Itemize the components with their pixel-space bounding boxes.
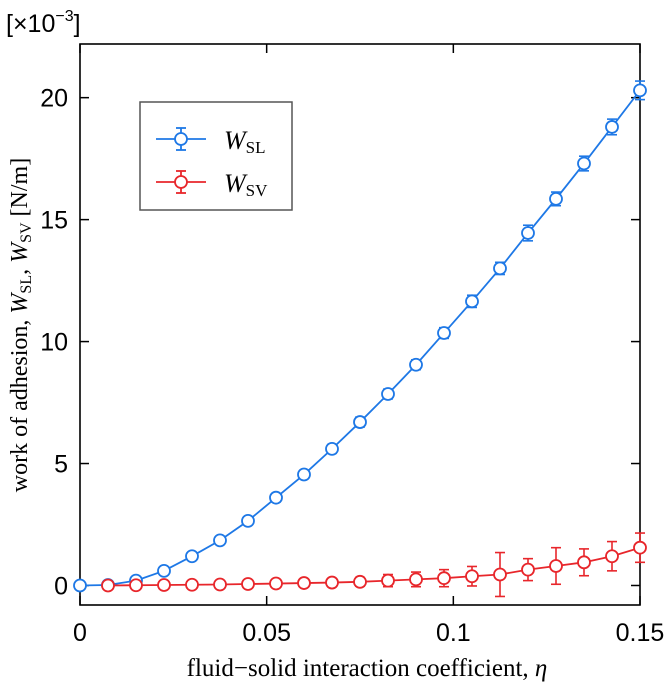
series-sv-point <box>241 577 255 591</box>
x-tick-label: 0 <box>73 619 87 647</box>
legend-sv-marker <box>174 175 188 189</box>
series-sl-point <box>577 156 591 171</box>
series-sl-point <box>465 294 479 309</box>
series-sl-point <box>157 563 171 578</box>
series-sv-point <box>633 540 647 555</box>
series-sv-point <box>437 571 451 586</box>
series-sv-point <box>577 555 591 570</box>
series-sv-point <box>297 576 311 590</box>
legend-entry-sv: WSV <box>156 169 268 200</box>
series-sv-point <box>185 577 199 592</box>
x-tick-label: 0.15 <box>616 619 664 647</box>
legend-box <box>139 101 293 211</box>
y-tick-label: 15 <box>40 207 68 235</box>
series-sl-point <box>241 513 255 528</box>
x-tick-label: 0.05 <box>242 619 291 647</box>
legend-entry-sl: WSL <box>156 126 266 157</box>
series-sv-point <box>549 559 563 573</box>
series-sl-point <box>493 261 507 276</box>
plot-frame <box>79 43 641 606</box>
series-sl-point <box>381 387 395 401</box>
series-sl-point <box>185 549 199 564</box>
series-sv-point <box>157 578 171 592</box>
y-tick-label: 5 <box>54 451 68 479</box>
series-sl-point <box>437 326 451 340</box>
y-axis-label: work of adhesion, WSL, WSV [N/m] <box>7 158 35 492</box>
legend-sl-marker <box>174 132 188 146</box>
series-sl-point <box>269 490 283 505</box>
series-sl-point <box>353 415 367 429</box>
series-sv-point <box>353 574 367 589</box>
series-sv-point <box>465 569 479 584</box>
legend-sv-label: WSV <box>224 169 268 200</box>
series-sv-point <box>325 575 339 590</box>
series-sl-point <box>521 226 535 240</box>
series-sl-point <box>73 578 87 593</box>
x-axis-label: fluid−solid interaction coefficient, η <box>187 655 548 682</box>
series-sv-point <box>493 567 507 582</box>
y-tick-label: 10 <box>40 329 68 357</box>
series-sv-point <box>409 572 423 587</box>
series-sv-point <box>381 573 395 588</box>
series-sl-point <box>325 441 339 456</box>
series-sl-point <box>605 120 619 134</box>
series-sv-point <box>101 578 115 593</box>
series-sv <box>101 532 647 598</box>
series-sl-point <box>409 357 423 372</box>
series-sl <box>73 80 647 593</box>
series-sv-point <box>269 576 283 591</box>
y-tick-label: 0 <box>54 572 68 600</box>
series-sl-point <box>633 83 647 98</box>
legend: WSL WSV <box>139 101 293 211</box>
series-layer <box>73 80 647 598</box>
series-sv-point <box>129 578 143 593</box>
series-sl-point <box>213 533 227 548</box>
axis-tick-labels: 0 0.05 0.1 0.15 0 5 10 15 20 <box>40 85 664 647</box>
series-sl-point <box>297 467 311 482</box>
legend-sl-label: WSL <box>224 126 266 157</box>
y-tick-label: 20 <box>40 85 68 113</box>
series-sv-point <box>213 577 227 592</box>
series-sv-point <box>605 549 619 564</box>
exponent-label: [×10−3] <box>6 8 81 38</box>
series-sv-point <box>521 562 535 577</box>
series-sl-point <box>549 191 563 206</box>
x-tick-label: 0.1 <box>436 619 471 647</box>
